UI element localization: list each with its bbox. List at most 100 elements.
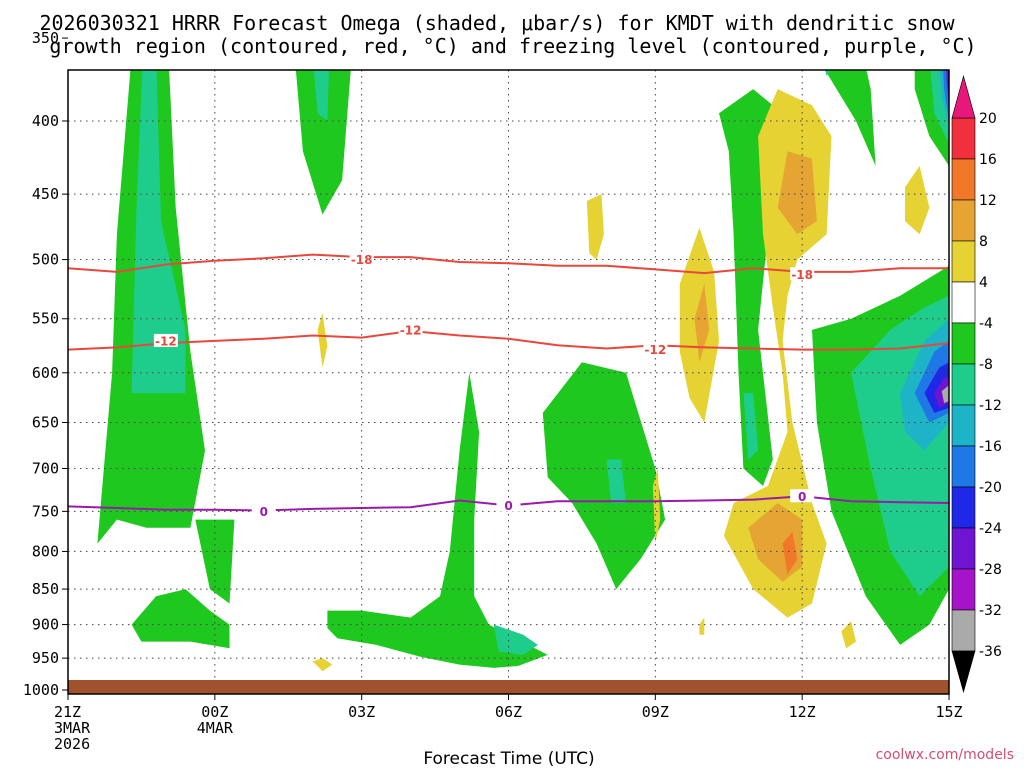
contour-label-bg (790, 267, 815, 281)
omega-region-c_8_12-31 (694, 283, 710, 363)
chart-title-line-1: 2026030321 HRRR Forecast Omega (shaded, … (39, 11, 955, 35)
y-tick-label-550: 550 (32, 310, 59, 328)
colorbar-segment-c_8_12 (951, 199, 976, 242)
colorbar-segment-c_m32_m28 (951, 568, 976, 611)
x-axis-label: Forecast Time (UTC) (423, 749, 594, 768)
omega-region-c_m8_m4-6 (327, 372, 548, 668)
contour-line--12 (68, 329, 949, 351)
y-tick-label-800: 800 (32, 542, 59, 560)
contour-label-bg (251, 504, 276, 518)
colorbar-tick--12: -12 (979, 398, 1002, 414)
colorbar-tick--24: -24 (979, 521, 1002, 537)
colorbar-segment-c_m16_m12 (951, 404, 976, 447)
contour-label-bg (496, 498, 521, 512)
colorbar-tick-8: 8 (979, 234, 988, 250)
omega-region-c_4_8-36 (905, 165, 930, 235)
y-tick-label-350: 350 (32, 29, 59, 47)
contour-label-bg (349, 252, 374, 266)
x-tick-label-12Z-0: 12Z (789, 703, 816, 721)
grid-layer (68, 70, 949, 694)
ground-surface-bar (68, 680, 949, 694)
credit-label: coolwx.com/models (876, 747, 1014, 763)
colorbar-segment-c_m28_m24 (951, 527, 976, 570)
colorbar-top-arrow (951, 74, 976, 119)
colorbar-tick--28: -28 (979, 562, 1002, 578)
omega-region-c_m12_m8-7 (493, 624, 538, 655)
colorbar-tick--20: -20 (979, 480, 1002, 496)
contour-label--18-0: -18 (351, 253, 373, 267)
colorbar-segment-c_m12_m8 (951, 363, 976, 406)
x-tick-label-15Z-0: 15Z (935, 703, 962, 721)
contour-label-bg (153, 333, 178, 347)
x-tick-label-00Z-0: 00Z (201, 703, 228, 721)
y-tick-label-700: 700 (32, 460, 59, 478)
contour-label-0-0: 0 (260, 505, 268, 519)
omega-region-c_4_8-38 (652, 468, 661, 544)
colorbar-tick-12: 12 (979, 193, 997, 209)
omega-region-c_m8_m4-13 (824, 70, 876, 166)
colorbar-tick--36: -36 (979, 644, 1002, 660)
contour-label--18-1: -18 (791, 268, 813, 282)
omega-region-c_m36_m32-21 (941, 385, 949, 404)
x-tick-label-21Z-0: 21Z (54, 703, 81, 721)
colorbar-tick--32: -32 (979, 603, 1002, 619)
omega-region-c_m8_m4-2 (131, 589, 230, 649)
plot-area: -18 -18 -12 -12 -12 0 0 0 (68, 0, 949, 694)
omega-region-c_4_8-41 (312, 658, 333, 672)
omega-region-c_12_16-35 (782, 531, 798, 575)
y-tick-label-600: 600 (32, 364, 59, 382)
colorbar-segment-c_4_8 (951, 240, 976, 283)
colorbar-bottom-arrow (951, 650, 976, 694)
contour-label-0-1: 0 (504, 499, 512, 513)
colorbar-tick--8: -8 (979, 357, 993, 373)
colorbar-segment-c_m8_m4 (951, 322, 976, 365)
colorbar-segment-c_m36_m32 (951, 609, 976, 652)
omega-region-c_m12_m8-3 (131, 70, 186, 394)
omega-region-c_m8_m4-4 (295, 70, 351, 215)
y-tick-label-750: 750 (32, 502, 59, 520)
x-tick-label-21Z-2: 2026 (54, 735, 90, 753)
contour-label--12-0: -12 (155, 334, 177, 348)
y-axis: 2503003504004505005506006507007508008509… (23, 29, 68, 699)
omega-region-c_m12_m8-14 (825, 70, 831, 76)
x-tick-label-09Z-0: 09Z (642, 703, 669, 721)
contour-label-bg (398, 322, 423, 336)
y-tick-label-500: 500 (32, 251, 59, 269)
colorbar-tick-16: 16 (979, 152, 997, 168)
colorbar-segment-c_m20_m16 (951, 445, 976, 488)
omega-region-c_m8_m4-11 (719, 89, 773, 486)
omega-region-c_4_8-40 (841, 621, 856, 649)
colorbar-tick-4: 4 (979, 275, 988, 291)
colorbar-tick--4: -4 (979, 316, 993, 332)
y-tick-label-850: 850 (32, 580, 59, 598)
contour-label--12-1: -12 (400, 323, 422, 337)
contour-label-bg (790, 489, 815, 503)
omega-region-c_4_8-28 (900, 0, 917, 11)
colorbar-segment-c_m24_m20 (951, 486, 976, 529)
omega-region-c_m12_m8-5 (313, 70, 329, 121)
x-tick-label-00Z-1: 4MAR (197, 719, 234, 737)
omega-region-c_4_8-39 (699, 617, 705, 635)
omega-region-c_4_8-29 (586, 194, 604, 260)
omega-region-c_8_12-33 (777, 151, 817, 235)
colorbar-segment-c_12_16 (951, 158, 976, 201)
y-tick-label-650: 650 (32, 413, 59, 431)
contour-layer: -18 -18 -12 -12 -12 0 0 0 (68, 252, 949, 519)
omega-region-c_m12_m8-12 (743, 393, 759, 460)
y-tick-label-1000: 1000 (23, 681, 59, 699)
y-tick-label-450: 450 (32, 185, 59, 203)
contour-label-0-2: 0 (798, 490, 806, 504)
x-tick-label-03Z-0: 03Z (348, 703, 375, 721)
y-tick-label-900: 900 (32, 616, 59, 634)
colorbar-segment-c_16_20 (951, 117, 976, 160)
colorbar-tick--16: -16 (979, 439, 1002, 455)
x-tick-label-06Z-0: 06Z (495, 703, 522, 721)
omega-region-c_m8_m4-8 (542, 362, 666, 590)
chart-title-line-2: growth region (contoured, red, °C) and f… (49, 34, 976, 58)
omega-shading-layer (97, 0, 949, 672)
y-tick-label-400: 400 (32, 112, 59, 130)
omega-region-c_4_8-37 (317, 313, 328, 368)
omega-region-c_m12_m8-9 (606, 459, 626, 503)
